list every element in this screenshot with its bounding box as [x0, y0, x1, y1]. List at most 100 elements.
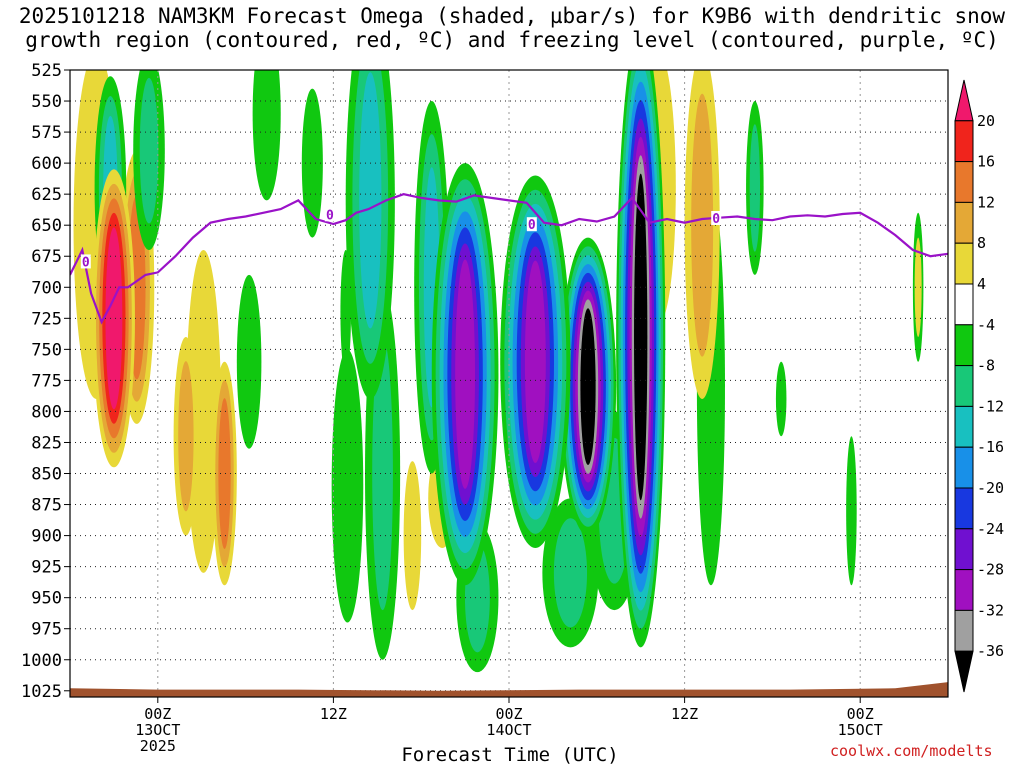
colorbar-label--12: -12 — [977, 397, 1004, 415]
omega-contour-7-0 — [236, 274, 262, 449]
colorbar-swatch-3 — [954, 201, 974, 244]
colorbar-label--8: -8 — [977, 357, 995, 375]
omega-contour-33-1 — [691, 93, 714, 357]
freezing-level-label-2: 0 — [528, 218, 536, 233]
xtick-label-20: 00Z — [495, 705, 522, 723]
colorbar-top-arrow — [954, 79, 974, 122]
x-axis-label: Forecast Time (UTC) — [401, 744, 619, 766]
colorbar-swatch-2 — [954, 161, 974, 203]
ytick-label-575: 575 — [31, 123, 62, 143]
ytick-label-900: 900 — [31, 527, 62, 547]
omega-contour-20-0 — [775, 361, 787, 437]
omega-contour-11-1 — [372, 336, 393, 611]
omega-contour-13-0 — [403, 461, 422, 611]
colorbar-label--4: -4 — [977, 316, 995, 334]
ytick-label-800: 800 — [31, 402, 62, 422]
pressure-axis: 525 550 575 600 625 650 675 700 725 750 775 800 825 8… — [21, 61, 70, 702]
ytick-label-875: 875 — [31, 496, 62, 516]
ytick-label-700: 700 — [31, 278, 62, 298]
colorbar-label--24: -24 — [977, 520, 1004, 538]
xtick-label-0: 00Z — [144, 705, 171, 723]
colorbar-bottom-arrow — [954, 650, 974, 693]
freezing-level-line — [70, 193, 948, 325]
colorbar-label-16: 16 — [977, 153, 995, 171]
ytick-label-675: 675 — [31, 247, 62, 267]
colorbar-swatch-11 — [954, 528, 974, 571]
colorbar-label--36: -36 — [977, 642, 1004, 660]
ytick-label-550: 550 — [31, 92, 62, 112]
credit-text: coolwx.com/modelts — [830, 742, 993, 760]
colorbar-label-20: 20 — [977, 112, 995, 130]
ytick-label-625: 625 — [31, 185, 62, 205]
ytick-label-600: 600 — [31, 154, 62, 174]
colorbar-label-12: 12 — [977, 193, 995, 211]
omega-contour-10-0 — [331, 349, 364, 623]
colorbar-label-4: 4 — [977, 275, 986, 293]
xtick-date-40: 15OCT — [838, 721, 883, 739]
colorbar-swatch-8 — [954, 405, 974, 448]
omega-contour-29-8 — [634, 173, 648, 501]
chart-title: 2025101218 NAM3KM Forecast Omega (shaded… — [0, 4, 1024, 52]
ytick-label-775: 775 — [31, 371, 62, 391]
colorbar-swatch-4 — [954, 242, 974, 285]
xtick-label-10: 12Z — [320, 705, 347, 723]
omega-shading — [73, 70, 924, 673]
omega-contour-26-2 — [359, 72, 382, 329]
omega-contour-9-0 — [301, 88, 323, 238]
ytick-label-1000: 1000 — [21, 651, 62, 671]
grid-lines — [70, 70, 948, 697]
ytick-label-750: 750 — [31, 340, 62, 360]
colorbar-label--28: -28 — [977, 561, 1004, 579]
freezing-label-bg-1 — [324, 207, 335, 222]
freezing-label-bg-3 — [711, 210, 722, 225]
omega-contour-8-0 — [252, 70, 281, 201]
omega-contour-5-2 — [218, 398, 231, 549]
ytick-label-725: 725 — [31, 309, 62, 329]
colorbar-label--32: -32 — [977, 601, 1004, 619]
colorbar-label--20: -20 — [977, 479, 1004, 497]
ytick-label-975: 975 — [31, 620, 62, 640]
colorbar-swatch-12 — [954, 569, 974, 611]
ytick-label-1025: 1025 — [21, 682, 62, 702]
omega-contour-3-1 — [139, 77, 159, 224]
omega-contour-23-1 — [553, 518, 588, 628]
omega-contour-28-6 — [455, 259, 476, 489]
ytick-label-825: 825 — [31, 433, 62, 453]
ground-terrain — [70, 682, 948, 697]
colorbar-swatch-5 — [954, 283, 974, 326]
freezing-level-label-1: 0 — [326, 208, 334, 223]
colorbar-swatch-9 — [954, 446, 974, 489]
colorbar-label-8: 8 — [977, 234, 986, 252]
colorbar-swatch-6 — [954, 324, 974, 367]
ytick-label-850: 850 — [31, 465, 62, 485]
ytick-label-525: 525 — [31, 61, 62, 81]
xtick-date-0: 13OCT — [135, 721, 180, 739]
colorbar-swatch-13 — [954, 609, 974, 652]
ytick-label-650: 650 — [31, 216, 62, 236]
colorbar-swatch-7 — [954, 365, 974, 407]
omega-contour-19-0 — [846, 436, 857, 586]
title-line-1: 2025101218 NAM3KM Forecast Omega (shaded… — [18, 4, 1006, 28]
omega-contour-6-1 — [178, 361, 194, 512]
freezing-level-label-0: 0 — [82, 255, 90, 270]
omega-contour-31-6 — [524, 260, 546, 463]
omega-contour-22-0 — [914, 237, 922, 337]
xtick-date-20: 14OCT — [486, 721, 531, 739]
freezing-level-contour: 0 0 0 0 — [70, 193, 948, 325]
xtick-year-0: 2025 — [140, 737, 176, 755]
omega-contour-30-8 — [580, 308, 596, 466]
freezing-level-label-3: 0 — [712, 212, 720, 227]
colorbar: 20 16 12 8 4 -4 -8 -12 -16 -20 -24 -28 -32 -36 — [954, 79, 1004, 693]
ytick-label-925: 925 — [31, 558, 62, 578]
colorbar-label--16: -16 — [977, 438, 1004, 456]
colorbar-swatch-10 — [954, 487, 974, 530]
freezing-label-bg-0 — [80, 254, 91, 269]
omega-contour-18-1 — [749, 124, 761, 252]
omega-contour-32-4 — [105, 227, 123, 410]
xtick-label-30: 12Z — [671, 705, 698, 723]
colorbar-swatch-1 — [954, 120, 974, 163]
ground-surface — [70, 682, 948, 697]
xtick-label-40: 00Z — [847, 705, 874, 723]
